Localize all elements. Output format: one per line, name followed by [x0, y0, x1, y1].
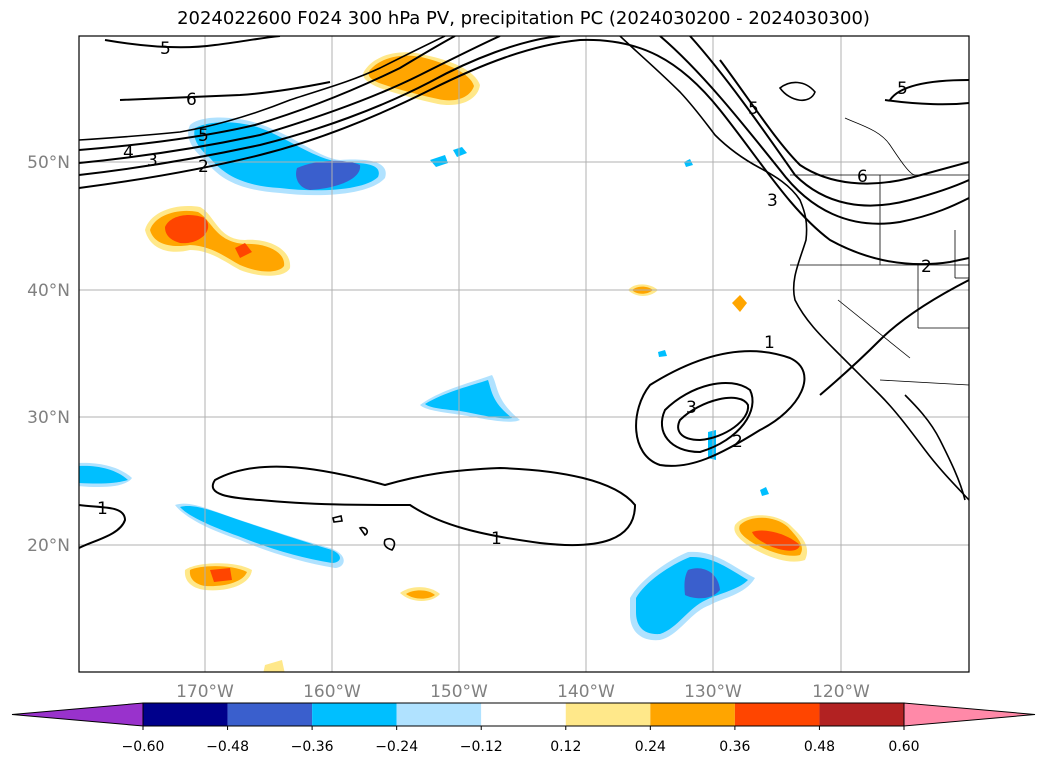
pv-label: 2 — [198, 157, 209, 177]
longitude-labels: 170°W 160°W 150°W 140°W 130°W 120°W — [176, 682, 870, 702]
colorbar-tick-label: 0.24 — [635, 739, 666, 755]
colorbar-tick-label: 0.36 — [719, 739, 750, 755]
colorbar-segment — [312, 703, 397, 726]
colorbar-segment — [143, 703, 228, 726]
lat-label: 30°N — [27, 408, 70, 428]
latitude-labels: 50°N 40°N 30°N 20°N — [27, 153, 70, 556]
colorbar-extend-low — [11, 702, 144, 727]
lat-label: 20°N — [27, 536, 70, 556]
colorbar-tick-label: −0.48 — [206, 739, 249, 755]
lat-label: 40°N — [27, 281, 70, 301]
coastlines — [79, 36, 969, 551]
pv-label: 3 — [767, 191, 778, 211]
colorbar-segment — [819, 703, 904, 726]
colorbar-segment — [734, 703, 820, 726]
pv-label: 2 — [921, 257, 932, 277]
lat-label: 50°N — [27, 153, 70, 173]
colorbar-segment — [565, 703, 651, 726]
lon-label: 150°W — [430, 682, 488, 702]
positive-precip-anomalies — [145, 52, 808, 672]
colorbar-tick-label: −0.12 — [460, 739, 503, 755]
colorbar-tick-label: 0.60 — [888, 739, 919, 755]
pv-label: 1 — [764, 333, 775, 353]
colorbar-segment — [481, 703, 566, 726]
colorbar-segment — [650, 703, 735, 726]
pv-label: 2 — [732, 432, 743, 452]
colorbar-tick-label: −0.60 — [122, 739, 165, 755]
pv-contour-labels: 5 6 5 4 3 2 5 3 6 5 2 1 3 2 1 1 — [97, 39, 932, 549]
pv-label: 5 — [748, 99, 759, 119]
pv-label: 1 — [491, 529, 502, 549]
colorbar-tick-label: −0.36 — [291, 739, 334, 755]
pv-label: 6 — [857, 167, 868, 187]
colorbar-tick-label: 0.48 — [804, 739, 835, 755]
lon-label: 120°W — [812, 682, 870, 702]
map-title: 2024022600 F024 300 hPa PV, precipitatio… — [177, 8, 870, 29]
pv-label: 3 — [147, 151, 158, 171]
pv-label: 5 — [897, 79, 908, 99]
pv-label: 5 — [160, 39, 171, 59]
pv-contours — [79, 36, 969, 549]
negative-precip-anomalies — [79, 117, 769, 641]
colorbar-segment — [396, 703, 482, 726]
lon-label: 130°W — [684, 682, 742, 702]
pv-label: 1 — [97, 499, 108, 519]
colorbar-tick-label: −0.24 — [375, 739, 418, 755]
colorbar-frame — [142, 702, 905, 727]
colorbar-extend-high — [903, 702, 1036, 727]
colorbar: −0.60 −0.48 −0.36 −0.24 −0.12 0.12 0.24 0.36 0.4… — [11, 702, 1036, 755]
lon-label: 140°W — [557, 682, 615, 702]
map-area: 5 6 5 4 3 2 5 3 6 5 2 1 3 2 1 1 — [79, 36, 969, 672]
colorbar-segment — [227, 703, 313, 726]
lon-label: 170°W — [176, 682, 234, 702]
lon-label: 160°W — [303, 682, 361, 702]
colorbar-tick-label: 0.12 — [550, 739, 581, 755]
pv-label: 4 — [123, 143, 134, 163]
map-frame — [78, 35, 970, 673]
pv-label: 3 — [686, 398, 697, 418]
pv-label: 5 — [198, 126, 209, 146]
pv-label: 6 — [186, 90, 197, 110]
